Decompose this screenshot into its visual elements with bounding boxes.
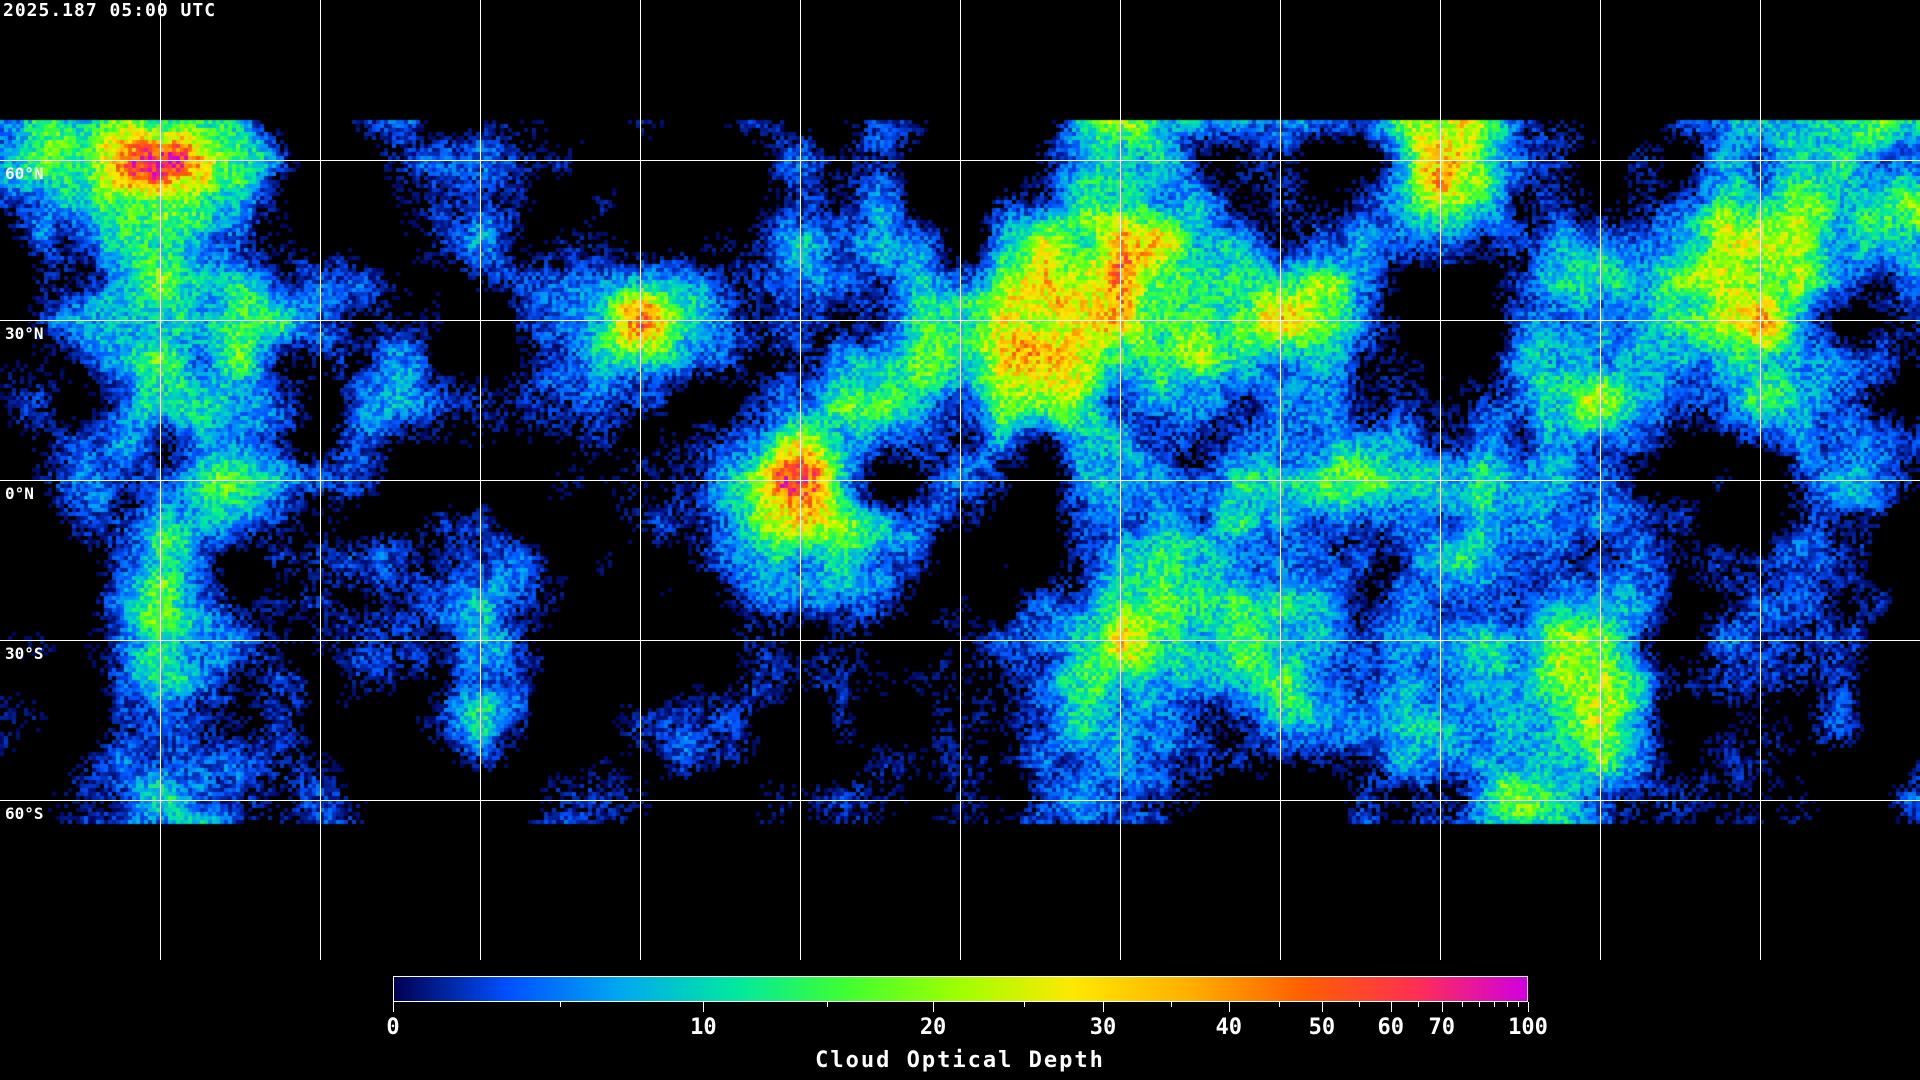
latitude-label: 60°S [5,804,44,823]
colorbar-major-tick [1103,1002,1105,1012]
colorbar-tick-label: 20 [919,1015,947,1040]
colorbar [393,976,1528,1002]
colorbar-minor-tick [1418,1002,1420,1007]
colorbar-minor-tick [826,1002,828,1007]
colorbar-minor-tick [1024,1002,1026,1007]
colorbar-major-tick [933,1002,935,1012]
parallel-line [0,800,1920,801]
colorbar-tick-label: 0 [386,1015,400,1040]
colorbar-major-tick [1441,1002,1443,1012]
latitude-label: 60°N [5,164,44,183]
colorbar-minor-tick [1518,1002,1520,1007]
colorbar-tick-label: 50 [1308,1015,1336,1040]
colorbar-minor-tick [1494,1002,1496,1007]
colorbar-major-tick [393,1002,394,1012]
colorbar-tick-label: 10 [690,1015,717,1040]
colorbar-major-tick [1228,1002,1230,1012]
colorbar-minor-tick [1278,1002,1280,1007]
latitude-label: 30°S [5,644,44,663]
parallel-line [0,320,1920,321]
parallel-line [0,640,1920,641]
colorbar-major-tick [1390,1002,1392,1012]
colorbar-major-tick [1321,1002,1323,1012]
colorbar-title: Cloud Optical Depth [815,1048,1105,1073]
colorbar-minor-tick [1479,1002,1481,1007]
parallel-line [0,160,1920,161]
colorbar-minor-tick [1461,1002,1463,1007]
colorbar-minor-tick [559,1002,561,1007]
colorbar-tick-label: 100 [1508,1015,1548,1040]
colorbar-tick-label: 40 [1215,1015,1243,1040]
colorbar-tick-label: 60 [1377,1015,1405,1040]
colorbar-major-tick [703,1002,705,1012]
colorbar-minor-tick [1358,1002,1360,1007]
timestamp: 2025.187 05:00 UTC [3,0,217,21]
colorbar-tick-label: 70 [1428,1015,1455,1040]
colorbar-tick-label: 30 [1089,1015,1117,1040]
colorbar-minor-tick [1507,1002,1509,1007]
parallel-line [0,480,1920,481]
latitude-label: 0°N [5,484,34,503]
colorbar-major-tick [1528,1002,1529,1012]
colorbar-minor-tick [1170,1002,1172,1007]
latitude-label: 30°N [5,324,44,343]
